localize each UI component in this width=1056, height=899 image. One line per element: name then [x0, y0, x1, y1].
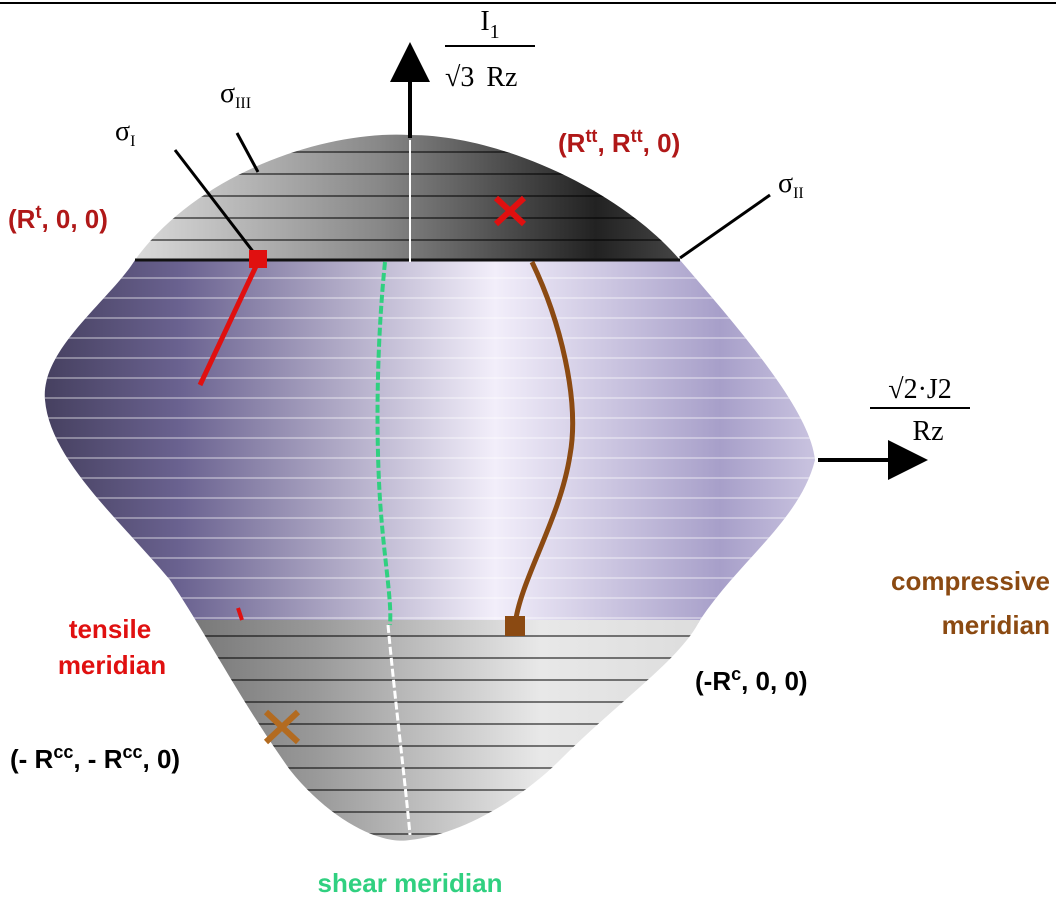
diagram: I1 √3Rz √2·J2 Rz σI σIII σII (Rt, 0, 0) … [0, 0, 1056, 899]
biaxial-tensile-label: (Rtt, Rtt, 0) [558, 126, 680, 158]
tensile-meridian-label: tensile [69, 614, 151, 644]
vertical-axis-numerator: I1 [480, 6, 499, 43]
compressive-meridian-label: compressive [891, 566, 1050, 596]
tensile-point-label: (Rt, 0, 0) [8, 202, 108, 234]
sigma2-label: σII [778, 168, 804, 202]
compressive-meridian-label: meridian [942, 610, 1050, 640]
compressive-point [505, 616, 525, 636]
sigma3-label: σIII [220, 78, 251, 112]
sigma2-line [680, 195, 770, 258]
tensile-meridian-label: meridian [58, 650, 166, 680]
horizontal-axis-numerator: √2·J2 [888, 374, 952, 405]
shear-meridian-label: shear meridian [318, 868, 503, 898]
surface-body [0, 255, 900, 860]
tensile-point [249, 250, 267, 268]
sigma3-line [237, 133, 258, 172]
biaxial-compressive-label: (- Rcc, - Rcc, 0) [10, 742, 180, 774]
horizontal-axis-denominator: Rz [912, 416, 943, 447]
compressive-point-label: (-Rc, 0, 0) [695, 664, 808, 696]
sigma1-label: σI [115, 116, 135, 150]
